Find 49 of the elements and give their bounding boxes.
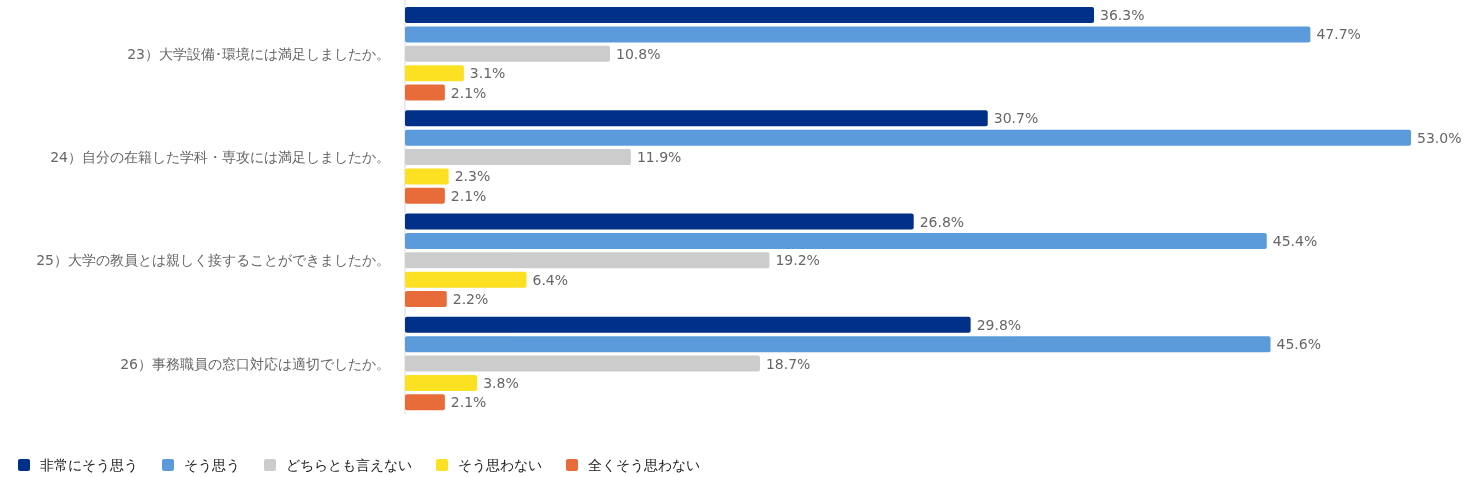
data-label: 3.8%: [483, 374, 519, 391]
bar: [405, 355, 760, 372]
bar: [405, 65, 464, 82]
data-label: 47.7%: [1316, 26, 1361, 43]
data-label: 2.2%: [452, 291, 489, 308]
legend-label: そう思う: [184, 457, 240, 473]
data-label: 29.8%: [976, 316, 1022, 333]
bar: [405, 168, 449, 185]
data-label: 2.1%: [450, 84, 487, 101]
data-label: 11.9%: [636, 149, 682, 166]
legend-label: 全くそう思わない: [588, 457, 700, 473]
y-tick-label: 25）大学の教員とは親しく接することができましたか。: [36, 252, 390, 269]
y-tick-label: 24）自分の在籍した学科・専攻には満足しましたか。: [50, 149, 390, 166]
bar: [405, 252, 770, 269]
data-label: 10.8%: [616, 45, 661, 62]
bar: [405, 129, 1411, 146]
data-label: 6.4%: [532, 271, 569, 288]
bar: [405, 110, 988, 127]
bar: [405, 7, 1095, 23]
bar: [405, 149, 631, 166]
data-label: 26.8%: [919, 213, 965, 230]
data-label: 30.7%: [993, 110, 1039, 127]
data-label: 2.1%: [450, 187, 487, 204]
bar: [405, 336, 1271, 353]
y-tick-label: 23）大学設備･環境には満足しましたか。: [127, 45, 390, 62]
bar: [405, 187, 445, 204]
data-label: 19.2%: [775, 252, 820, 269]
data-label: 2.1%: [450, 394, 487, 411]
data-label: 36.3%: [1100, 7, 1145, 23]
y-tick-label: 26）事務職員の窓口対応は適切でしたか。: [120, 355, 390, 372]
legend-label: どちらとも言えない: [286, 457, 412, 473]
bar: [405, 213, 914, 230]
bar: [405, 84, 445, 101]
bar: [405, 374, 478, 391]
data-label: 2.3%: [454, 168, 491, 185]
bar: [405, 45, 610, 62]
legend-label: 非常にそう思う: [40, 457, 138, 473]
bar: [405, 26, 1311, 43]
legend-label: そう思わない: [458, 457, 542, 473]
bar: [405, 232, 1267, 249]
data-label: 53.0%: [1417, 129, 1462, 146]
data-label: 45.4%: [1272, 232, 1318, 249]
bar: [405, 316, 971, 333]
data-label: 18.7%: [765, 355, 811, 372]
data-label: 45.6%: [1276, 336, 1322, 353]
data-label: 3.1%: [469, 65, 506, 82]
bar: [405, 394, 445, 411]
bar: [405, 271, 527, 288]
bar: [405, 291, 447, 308]
